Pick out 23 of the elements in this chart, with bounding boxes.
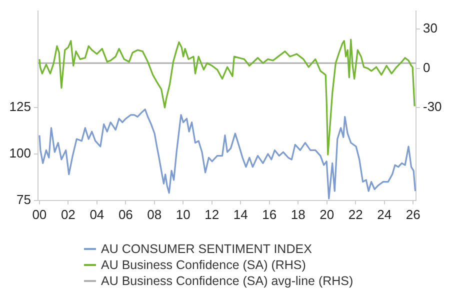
y2-tick-label: 0	[423, 60, 430, 75]
x-tick-label: 10	[176, 206, 190, 222]
x-tick-label: 18	[290, 206, 306, 222]
x-tick-label: 12	[204, 206, 220, 222]
x-tick-label: 20	[320, 206, 334, 222]
x-tick-label: 22	[348, 206, 363, 222]
x-tick-label: 00	[32, 206, 47, 222]
x-tick-label: 16	[262, 206, 277, 222]
x-tick-label: 02	[60, 206, 76, 222]
x-tick-label: 08	[147, 206, 162, 222]
x-tick-label: 14	[233, 206, 248, 222]
legend-label: AU Business Confidence (SA) (RHS)	[101, 257, 306, 273]
legend-label: AU Business Confidence (SA) avg-line (RHS)	[101, 273, 354, 289]
x-tick-label: 24	[377, 206, 392, 222]
y2-tick-label: 30	[423, 20, 438, 36]
y-tick-label: 100	[9, 146, 31, 161]
x-tick-label: 06	[118, 206, 133, 222]
x-tick-label: 26	[406, 206, 420, 222]
x-tick-label: 04	[90, 206, 104, 222]
y-tick-label: 125	[9, 99, 31, 114]
y-tick-label: 75	[16, 192, 31, 207]
legend-label: AU CONSUMER SENTIMENT INDEX	[101, 241, 312, 257]
y2-tick-label: -30	[423, 99, 442, 114]
